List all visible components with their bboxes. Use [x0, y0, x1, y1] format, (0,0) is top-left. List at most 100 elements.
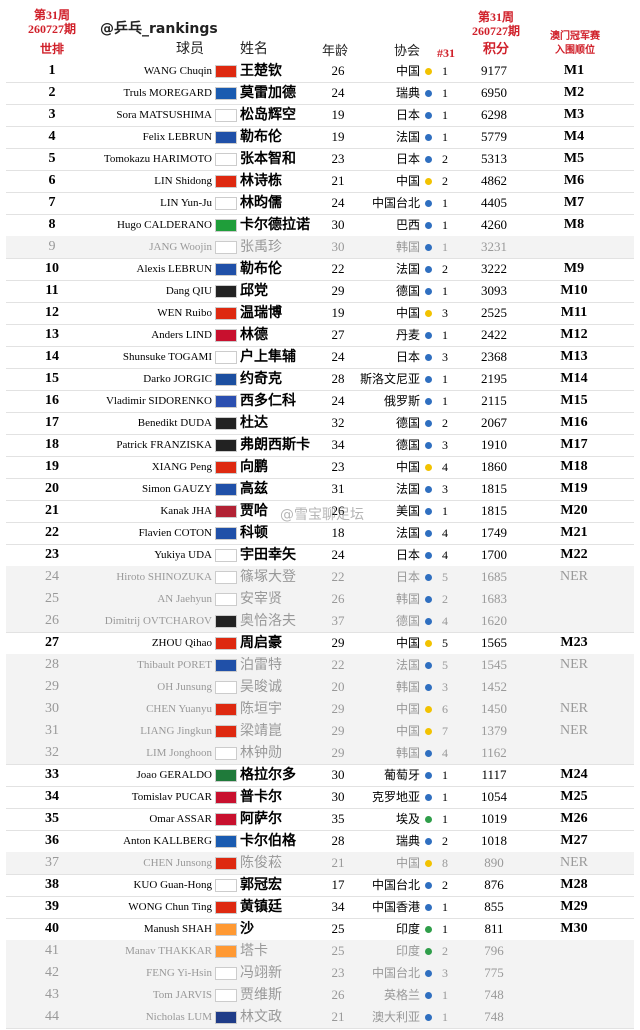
table-row: 40 Manush SHAH 沙 25 印度 1 811 M30 [6, 918, 634, 941]
rank: 7 [48, 195, 56, 210]
chinese-name: 林德 [240, 327, 268, 343]
association-dot [425, 354, 432, 361]
chinese-name: 贾哈 [240, 503, 268, 519]
points: 890 [484, 855, 504, 870]
rank: 39 [45, 899, 59, 914]
association-dot [425, 552, 432, 559]
points: 1379 [481, 723, 507, 738]
association: 俄罗斯 [383, 394, 420, 408]
chinese-name: 科顿 [240, 525, 268, 541]
assoc-rank: 1 [442, 900, 448, 914]
assoc-rank: 2 [442, 174, 448, 188]
flag [215, 549, 237, 562]
assoc-rank: 3 [442, 350, 448, 364]
age: 30 [331, 239, 345, 254]
flag [215, 527, 237, 540]
player-name: WEN Ruibo [157, 307, 212, 319]
col-assoc: 协会 [394, 44, 421, 59]
points: 796 [484, 943, 504, 958]
points: 1162 [481, 745, 507, 760]
age: 19 [331, 107, 345, 122]
assoc-rank: 2 [442, 152, 448, 166]
points: 1054 [481, 789, 507, 804]
association: 埃及 [395, 812, 420, 826]
chinese-name: 宇田幸矢 [240, 547, 296, 563]
flag [215, 241, 237, 254]
table-row: 31 LIANG Jingkun 梁靖崑 29 中国 7 1379 NER [6, 720, 634, 743]
age: 29 [331, 283, 345, 298]
assoc-rank: 1 [442, 988, 448, 1002]
points: 9177 [481, 63, 507, 78]
player-name: Truls MOREGARD [123, 87, 212, 99]
rank: 34 [45, 789, 59, 804]
points: 1545 [481, 657, 507, 672]
points: 855 [484, 899, 504, 914]
player-name: Anton KALLBERG [123, 835, 212, 847]
table-row: 17 Benedikt DUDA 杜达 32 德国 2 2067 M16 [6, 412, 634, 435]
player-name: Anders LIND [151, 329, 212, 341]
flag [215, 725, 237, 738]
age: 24 [331, 547, 345, 562]
age: 24 [331, 195, 345, 210]
points: 2368 [481, 349, 507, 364]
assoc-rank: 8 [442, 856, 448, 870]
qualification: M20 [560, 503, 588, 518]
age: 37 [331, 613, 345, 628]
player-name: Flavien COTON [138, 527, 212, 539]
flag [215, 681, 237, 694]
age: 26 [331, 503, 345, 518]
association-dot [425, 750, 432, 757]
rank: 21 [45, 503, 59, 518]
qualification: M8 [563, 217, 585, 232]
age: 25 [331, 921, 345, 936]
flag [215, 659, 237, 672]
assoc-rank: 2 [442, 878, 448, 892]
col-points: 积分 [482, 41, 509, 56]
association: 日本 [395, 548, 420, 562]
qualification: M30 [560, 921, 588, 936]
rank: 40 [45, 921, 59, 936]
rank: 42 [45, 965, 59, 980]
chinese-name: 松岛辉空 [240, 107, 296, 123]
player-name: Joao GERALDO [136, 769, 212, 781]
association: 瑞典 [395, 86, 420, 100]
rank: 41 [45, 943, 59, 958]
player-name: Hiroto SHINOZUKA [116, 571, 212, 583]
qualification: M29 [560, 899, 588, 914]
association-dot [425, 464, 432, 471]
flag [215, 791, 237, 804]
age: 34 [331, 899, 345, 914]
table-row: 29 OH Junsung 吴晙诚 20 韩国 3 1452 [6, 676, 634, 699]
rank: 4 [48, 129, 56, 144]
assoc-rank: 3 [442, 966, 448, 980]
col-name: 姓名 [240, 41, 268, 57]
flag [215, 879, 237, 892]
age: 18 [331, 525, 345, 540]
assoc-rank: 4 [442, 614, 448, 628]
chinese-name: 户上隼辅 [240, 349, 296, 365]
age: 21 [331, 855, 345, 870]
qualification: NER [560, 657, 588, 672]
association: 德国 [395, 416, 420, 430]
association-dot [425, 904, 432, 911]
player-name: WANG Chuqin [143, 65, 212, 77]
rank: 25 [45, 591, 59, 606]
flag [215, 747, 237, 760]
age: 24 [331, 349, 345, 364]
rank: 37 [45, 855, 59, 870]
assoc-rank: 1 [442, 504, 448, 518]
rank: 19 [45, 459, 59, 474]
table-row: 28 Thibault PORET 泊雷特 22 法国 5 1545 NER [6, 654, 634, 677]
chinese-name: 张本智和 [240, 151, 296, 167]
association-dot [425, 838, 432, 845]
points: 1452 [481, 679, 507, 694]
chinese-name: 杜达 [240, 415, 268, 431]
rank: 16 [45, 393, 59, 408]
flag [215, 813, 237, 826]
association: 法国 [395, 130, 420, 144]
rank: 27 [45, 635, 59, 650]
points: 1700 [481, 547, 507, 562]
association-dot [425, 684, 432, 691]
association: 斯洛文尼亚 [359, 372, 420, 386]
player-name: Felix LEBRUN [142, 131, 212, 143]
